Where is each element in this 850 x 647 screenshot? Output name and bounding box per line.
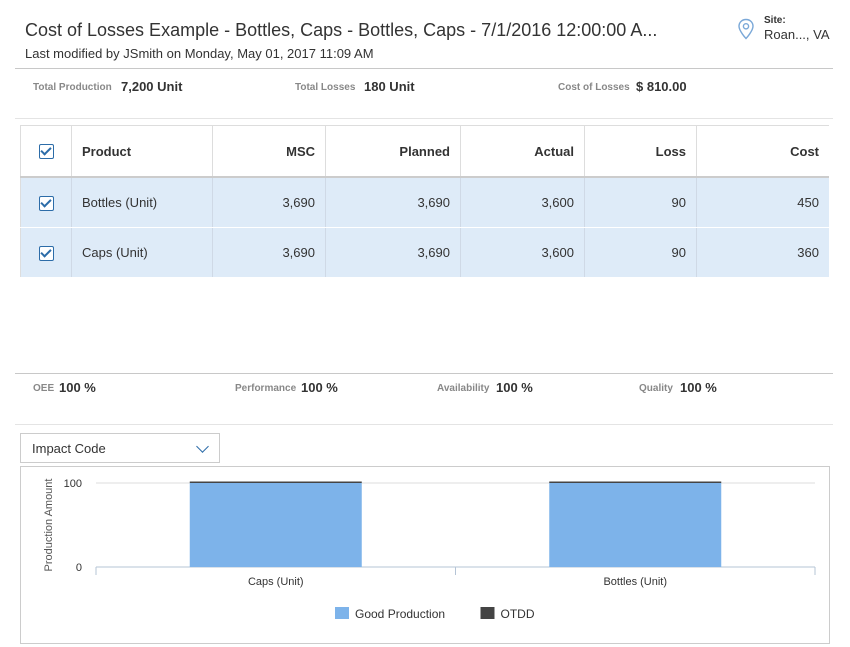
legend-label: OTDD [501,607,535,621]
performance-value: 100 % [301,380,338,395]
bar-good-production [189,483,362,567]
y-axis-label: Production Amount [43,479,55,572]
products-table: Product MSC Planned Actual Loss Cost Bot… [20,125,829,278]
column-header-actual[interactable]: Actual [460,125,585,178]
metrics-bar: OEE 100 % Performance 100 % Availability… [0,380,850,400]
bar-otdd [549,481,722,483]
y-tick-label: 0 [76,562,82,574]
column-header-msc[interactable]: MSC [212,125,326,178]
site-value: Roan..., VA [764,27,830,42]
x-tick-label: Bottles (Unit) [603,576,667,588]
total-production-value: 7,200 Unit [121,79,183,94]
metrics-bottom-divider [15,424,833,425]
page-header: Cost of Losses Example - Bottles, Caps -… [0,0,850,68]
chevron-down-icon[interactable] [196,440,209,453]
column-header-product[interactable]: Product [71,125,213,178]
row-checkbox[interactable] [38,195,54,211]
table-header-row: Product MSC Planned Actual Loss Cost [20,125,829,178]
cell-loss: 90 [584,227,697,278]
cell-msc: 3,690 [212,177,326,228]
y-tick-label: 100 [64,478,82,490]
chart-svg: 0 100 Production Amount Caps (Unit) Bottles … [43,478,816,621]
dropdown-selected-value: Impact Code [32,441,106,456]
legend-swatch [335,607,349,619]
availability-label: Availability [437,383,490,394]
select-all-checkbox[interactable] [38,144,54,160]
bar-good-production [549,483,722,567]
oee-value: 100 % [59,380,96,395]
cost-of-losses-label: Cost of Losses [558,82,630,93]
oee-label: OEE [33,383,55,394]
x-tick-label: Caps (Unit) [248,576,304,588]
cell-product: Caps (Unit) [71,227,213,278]
header-divider [15,68,833,69]
cost-of-losses-value: $ 810.00 [636,79,687,94]
performance-label: Performance [235,383,297,394]
cell-product: Bottles (Unit) [71,177,213,228]
summary-divider [15,118,833,119]
summary-bar: Total Production 7,200 Unit Total Losses… [0,78,850,98]
map-pin-icon [738,18,754,40]
row-select-cell[interactable] [20,227,72,278]
column-header-loss[interactable]: Loss [584,125,697,178]
cell-msc: 3,690 [212,227,326,278]
cell-planned: 3,690 [325,177,461,228]
quality-label: Quality [639,383,673,394]
column-header-cost[interactable]: Cost [696,125,829,178]
cell-actual: 3,600 [460,227,585,278]
last-modified-text: Last modified by JSmith on Monday, May 0… [25,46,374,61]
total-losses-value: 180 Unit [364,79,415,94]
metrics-top-divider [15,373,833,374]
row-select-cell[interactable] [20,177,72,228]
quality-value: 100 % [680,380,717,395]
cell-loss: 90 [584,177,697,228]
cell-planned: 3,690 [325,227,461,278]
legend-swatch [480,607,495,619]
bar-otdd [189,481,362,483]
column-header-planned[interactable]: Planned [325,125,461,178]
cell-cost: 450 [696,177,829,228]
site-label: Site: [764,15,786,26]
availability-value: 100 % [496,380,533,395]
total-losses-label: Total Losses [295,82,356,93]
impact-code-dropdown[interactable]: Impact Code [20,433,220,463]
table-row[interactable]: Bottles (Unit) 3,690 3,690 3,600 90 450 [20,177,829,228]
select-all-cell[interactable] [20,125,72,178]
table-row[interactable]: Caps (Unit) 3,690 3,690 3,600 90 360 [20,227,829,278]
cell-cost: 360 [696,227,829,278]
cell-actual: 3,600 [460,177,585,228]
legend-label: Good Production [355,607,445,621]
total-production-label: Total Production [33,82,112,93]
production-chart: 0 100 Production Amount Caps (Unit) Bottles … [20,466,830,644]
row-checkbox[interactable] [38,245,54,261]
page-title: Cost of Losses Example - Bottles, Caps -… [25,20,658,40]
